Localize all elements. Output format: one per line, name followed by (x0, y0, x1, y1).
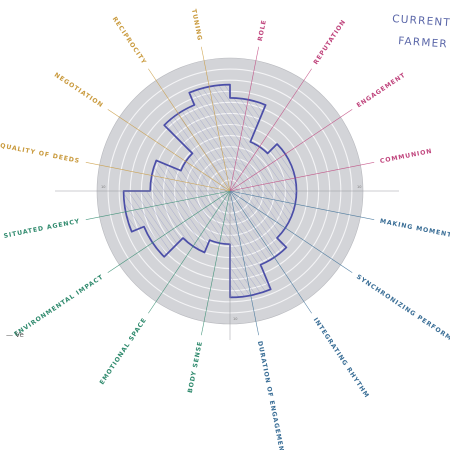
category-label: INTEGRATING RHYTHM (312, 317, 371, 400)
category-label: SYNCHRONIZING PERFORMANCE (355, 274, 450, 355)
spoke (107, 109, 231, 192)
value-outline (122, 83, 298, 299)
spoke (229, 162, 375, 192)
note-line-1: CURRENT (392, 13, 450, 29)
spoke (85, 190, 231, 220)
margin-mark: — Ve (6, 331, 24, 339)
category-label: EMOTIONAL SPACE (99, 317, 149, 387)
category-label: MAKING MOMENTS TO (379, 218, 450, 243)
category-label: TUNING (190, 9, 203, 42)
spoke (229, 190, 353, 273)
category-label: COMMUNION (379, 148, 433, 165)
edge-tick-label: 10 (233, 317, 237, 321)
spoke (229, 109, 353, 192)
spoke (107, 190, 231, 273)
category-label: SITUATED AGENCY (3, 218, 81, 240)
category-label: QUALITY OF DEEDS (0, 142, 81, 165)
category-label: ENVIRONMENTAL IMPACT (13, 274, 105, 339)
spoke (148, 68, 231, 192)
spoke (201, 46, 231, 192)
spoke (201, 190, 231, 336)
category-label: NEGOTIATION (53, 72, 105, 110)
edge-tick-label: 10 (101, 185, 105, 189)
spoke (85, 162, 231, 192)
category-label: ENGAGEMENT (356, 72, 408, 110)
category-label: ROLE (257, 19, 268, 42)
spoke (229, 190, 259, 336)
edge-tick-label: 10 (357, 185, 361, 189)
category-label: BODY SENSE (187, 340, 204, 393)
note-line-2: FARMER (398, 35, 448, 50)
category-label: DURATION OF ENGAGEMENT (256, 340, 286, 450)
spoke (148, 190, 231, 314)
category-label: RECIPROCITY (111, 16, 148, 66)
spoke (229, 46, 259, 192)
spoke (229, 68, 312, 192)
category-label: REPUTATION (313, 18, 348, 66)
spoke (229, 190, 375, 220)
spoke (229, 190, 312, 314)
